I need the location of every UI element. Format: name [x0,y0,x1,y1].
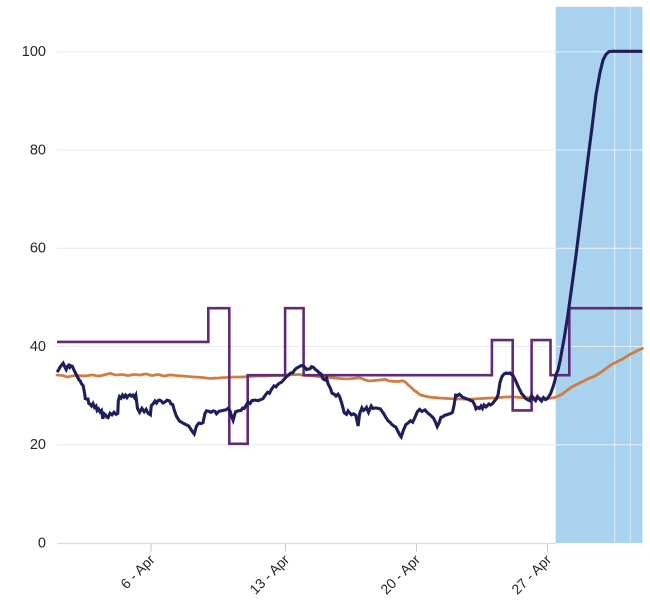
svg-text:80: 80 [30,142,46,158]
svg-text:20: 20 [30,437,46,453]
svg-text:60: 60 [30,241,46,257]
svg-text:0: 0 [38,535,46,551]
svg-text:40: 40 [30,339,46,355]
svg-text:100: 100 [22,44,46,60]
